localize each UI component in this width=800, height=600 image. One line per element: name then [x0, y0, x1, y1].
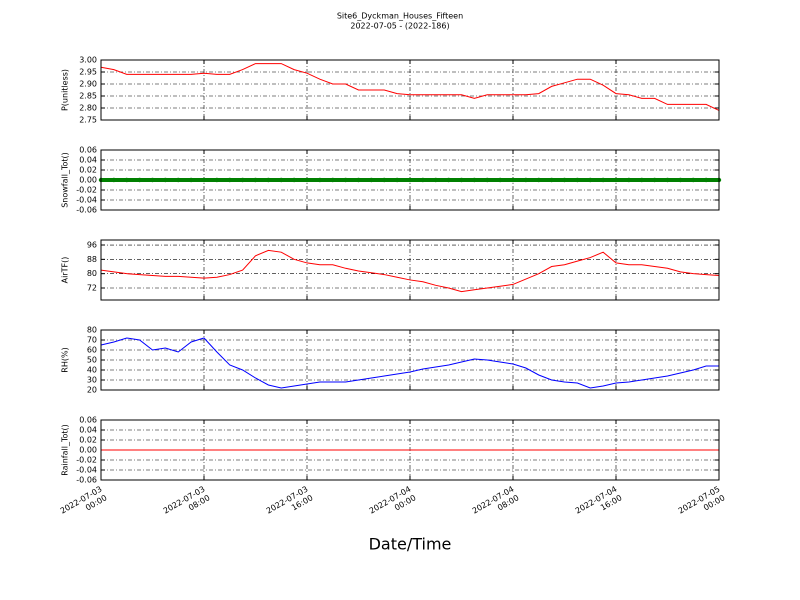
y-tick-label: 0.00 — [79, 176, 97, 185]
y-tick-label: 88 — [87, 255, 97, 264]
y-tick-label: -0.04 — [76, 466, 97, 475]
y-tick-label: -0.04 — [76, 196, 97, 205]
y-tick-label: 3.00 — [79, 56, 97, 65]
y-tick-label: 50 — [87, 356, 97, 365]
y-tick-label: 0.02 — [79, 166, 97, 175]
plot-frame — [100, 239, 720, 301]
y-tick-label: 70 — [87, 336, 97, 345]
y-tick-label: 72 — [87, 284, 97, 293]
y-tick-label: 0.06 — [79, 416, 97, 425]
y-axis-label: P(unitless) — [61, 69, 70, 111]
y-axis-label: AirTF() — [61, 257, 70, 284]
data-line — [100, 63, 720, 111]
chart-title: Site6_Dyckman_Houses_Fifteen — [337, 12, 463, 21]
y-tick-label: 80 — [87, 269, 97, 278]
y-tick-label: 2.80 — [79, 104, 97, 113]
plot-frame — [100, 329, 720, 391]
y-axis-label: Rainfall_Tot() — [61, 424, 70, 476]
chart-subtitle: 2022-07-05 - (2022-186) — [350, 22, 449, 31]
y-tick-label: 40 — [87, 366, 97, 375]
data-line — [100, 337, 719, 389]
plot-frame — [100, 59, 720, 121]
y-tick-label: 2.75 — [79, 116, 97, 125]
y-tick-label: 0.00 — [79, 446, 97, 455]
y-tick-label: 60 — [87, 346, 97, 355]
plot-frame — [100, 419, 720, 481]
x-axis-label: Date/Time — [369, 535, 452, 554]
y-tick-label: 2.90 — [79, 80, 97, 89]
data-line — [100, 249, 720, 293]
y-tick-label: 96 — [87, 241, 97, 250]
y-tick-label: 0.04 — [79, 156, 97, 165]
y-tick-label: 0.06 — [79, 146, 97, 155]
y-tick-label: 80 — [87, 326, 97, 335]
y-tick-label: 30 — [87, 376, 97, 385]
y-axis-label: RH(%) — [61, 347, 70, 372]
y-tick-label: 0.02 — [79, 436, 97, 445]
y-tick-label: -0.06 — [76, 476, 97, 485]
y-tick-label: 2.85 — [79, 92, 97, 101]
y-tick-label: 0.04 — [79, 426, 97, 435]
y-tick-label: -0.02 — [76, 456, 97, 465]
y-axis-label: Snowfall_Tot() — [61, 152, 70, 208]
y-tick-label: 20 — [87, 386, 97, 395]
plot-frame — [100, 149, 720, 211]
y-tick-label: -0.06 — [76, 206, 97, 215]
y-tick-label: -0.02 — [76, 186, 97, 195]
y-tick-label: 2.95 — [79, 68, 97, 77]
